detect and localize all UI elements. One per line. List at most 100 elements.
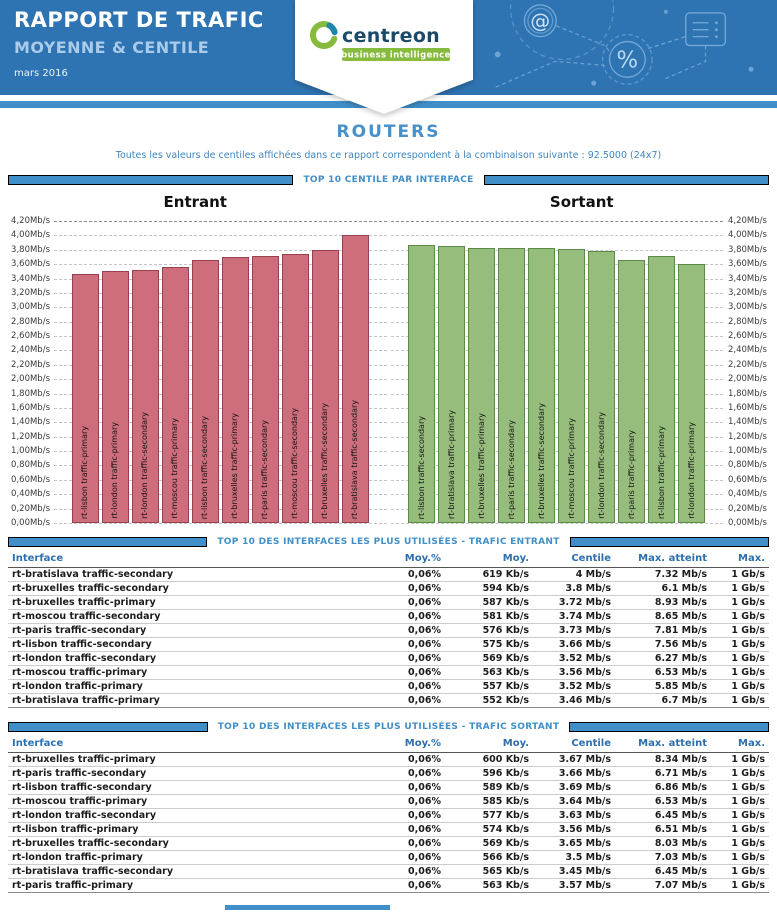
bar-label: rt-paris traffic-secondary [506,419,516,519]
gridline [54,321,387,323]
y-tick-label: 2,80Mb/s [728,316,767,327]
metric-value: 563 Kb/s [445,878,533,893]
interface-name: rt-bruxelles traffic-secondary [8,581,383,596]
table-section-entrant: TOP 10 DES INTERFACES LES PLUS UTILISÉES… [0,537,777,708]
interface-name: rt-lisbon traffic-secondary [8,637,383,652]
table-row: rt-bruxelles traffic-secondary 0,06% 569 K… [8,836,769,851]
metric-value: 3.72 Mb/s [533,595,615,610]
y-tick-label: 3,80Mb/s [11,244,50,255]
metric-value: 3.56 Mb/s [533,822,615,837]
metric-value: 3.64 Mb/s [533,794,615,809]
y-tick-label: 2,60Mb/s [11,331,50,342]
y-tick-label: 3,20Mb/s [11,287,50,298]
metric-value: 0,06% [383,752,445,767]
y-tick-label: 3,80Mb/s [728,244,767,255]
chart-title-sortant: Sortant [549,193,614,211]
metric-value: 6.53 Mb/s [615,794,711,809]
y-tick-label: 3,60Mb/s [11,259,50,270]
bar-rt-lisbon-traffic-secondary: rt-lisbon traffic-secondary [191,259,219,523]
bar-rt-london-traffic-primary: rt-london traffic-primary [101,271,129,523]
bar-label: rt-paris traffic-primary [626,429,636,519]
metric-value: 563 Kb/s [445,665,533,680]
interface-name: rt-moscou traffic-primary [8,665,383,680]
metric-value: 0,06% [383,651,445,666]
metric-value: 3.66 Mb/s [533,766,615,781]
table-row: rt-lisbon traffic-primary 0,06% 574 Kb/s 3.… [8,822,769,837]
y-tick-label: 0,20Mb/s [11,503,50,514]
bar-rt-lisbon-traffic-secondary: rt-lisbon traffic-secondary [408,245,436,523]
y-tick-label: 1,20Mb/s [11,431,50,442]
metric-value: 1 Gb/s [711,665,769,680]
gridline [390,479,723,481]
section-rule-left [8,722,208,732]
y-axis-right: 4,20Mb/s 4,00Mb/s 3,80Mb/s 3,60Mb/s 3,40Mb/s… [723,216,773,528]
interface-name: rt-london traffic-secondary [8,651,383,666]
bar-label: rt-bruxelles traffic-primary [230,413,240,519]
y-axis-left: 4,20Mb/s 4,00Mb/s 3,80Mb/s 3,60Mb/s 3,40Mb/s… [4,216,54,528]
interface-name: rt-london traffic-primary [8,850,383,865]
bars-group: rt-lisbon traffic-secondary rt-bratislava… [391,221,724,523]
bars-group: rt-lisbon traffic-primary rt-london traff… [54,221,387,523]
bar-label: rt-bratislava traffic-primary [446,409,456,519]
metric-value: 589 Kb/s [445,780,533,795]
gridline [390,465,723,467]
y-tick-label: 4,20Mb/s [728,216,767,226]
metric-value: 3.69 Mb/s [533,780,615,795]
bar-rt-bruxelles-traffic-primary: rt-bruxelles traffic-primary [221,256,249,523]
interface-name: rt-bratislava traffic-secondary [8,864,383,879]
metric-value: 0,06% [383,623,445,638]
gridline [54,249,387,251]
gridline [390,451,723,453]
centreon-logo-mark [310,21,338,49]
gridline [54,364,387,366]
interface-name: rt-paris traffic-secondary [8,623,383,638]
bar-rt-paris-traffic-primary: rt-paris traffic-primary [618,259,646,523]
column-header-max-: Max. [711,736,769,753]
gridline [54,407,387,409]
percentile-note: Toutes les valeurs de centiles affichées… [115,150,662,161]
metric-value: 1 Gb/s [711,623,769,638]
metric-value: 577 Kb/s [445,808,533,823]
metric-value: 594 Kb/s [445,581,533,596]
y-tick-label: 3,00Mb/s [11,302,50,313]
gridline [54,264,387,266]
table-section-header-entrant: TOP 10 DES INTERFACES LES PLUS UTILISÉES… [8,537,770,547]
y-tick-label: 2,40Mb/s [728,345,767,356]
column-header-moy-: Moy. [445,736,533,753]
gridline [390,278,723,280]
bar-label: rt-lisbon traffic-primary [80,425,90,519]
table-row: rt-london traffic-primary 0,06% 566 Kb/s 3.… [8,850,769,865]
section-rule-left [8,537,208,547]
chart-section-title: TOP 10 CENTILE PAR INTERFACE [303,175,474,185]
next-section-bar-cutoff [225,905,390,910]
metric-value: 600 Kb/s [445,752,533,767]
y-tick-label: 2,00Mb/s [11,374,50,385]
y-tick-label: 2,40Mb/s [11,345,50,356]
metric-value: 1 Gb/s [711,878,769,893]
column-header-moy-: Moy. [445,551,533,568]
metric-value: 0,06% [383,864,445,879]
metric-value: 6.27 Mb/s [615,651,711,666]
table-section-title-entrant: TOP 10 DES INTERFACES LES PLUS UTILISÉES… [217,537,560,547]
table-row: rt-bratislava traffic-secondary 0,06% 619 … [8,567,769,582]
gridline [54,436,387,438]
y-tick-label: 0,80Mb/s [728,460,767,471]
centreon-logo: centreon business intelligence [310,21,450,61]
column-header-centile: Centile [533,551,615,568]
metric-value: 3.46 Mb/s [533,693,615,708]
table-row: rt-bruxelles traffic-secondary 0,06% 594 K… [8,581,769,596]
metric-value: 0,06% [383,808,445,823]
interface-name: rt-bruxelles traffic-primary [8,595,383,610]
metric-value: 557 Kb/s [445,679,533,694]
gridline [54,393,387,395]
metric-value: 6.1 Mb/s [615,581,711,596]
chart-entrant: Entrant 4,20Mb/s 4,00Mb/s 3,80Mb/s 3,60Mb/s… [4,193,387,528]
metric-value: 0,06% [383,822,445,837]
y-tick-label: 2,00Mb/s [728,374,767,385]
interface-name: rt-bruxelles traffic-primary [8,752,383,767]
metric-value: 4 Mb/s [533,567,615,582]
y-tick-label: 1,20Mb/s [728,431,767,442]
gridline [390,508,723,510]
table-header-row: Interface Moy.% Moy. Centile Max. atteint Max… [8,736,769,753]
section-rule-left [8,175,294,185]
